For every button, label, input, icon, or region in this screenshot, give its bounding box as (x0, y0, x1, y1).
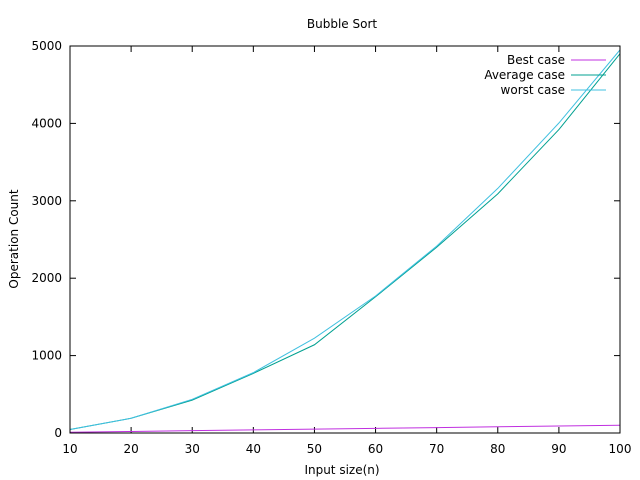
y-tick-label: 4000 (31, 116, 62, 130)
y-tick-label: 3000 (31, 194, 62, 208)
series-lines (69, 49, 621, 433)
chart-title: Bubble Sort (307, 17, 377, 31)
x-tick-label: 60 (368, 442, 383, 456)
x-tick-label: 30 (185, 442, 200, 456)
x-tick-label: 90 (551, 442, 566, 456)
x-tick-label: 50 (307, 442, 322, 456)
x-tick-label: 40 (246, 442, 261, 456)
plot-area-border (69, 45, 621, 434)
x-tick-label: 10 (62, 442, 77, 456)
legend-label: Best case (507, 53, 565, 67)
x-tick-label: 80 (490, 442, 505, 456)
x-axis-label: Input size(n) (304, 463, 379, 477)
series-line-2 (69, 49, 621, 431)
x-tick-label: 100 (609, 442, 632, 456)
series-line-1 (69, 53, 621, 431)
y-tick-label: 1000 (31, 349, 62, 363)
x-tick-label: 70 (429, 442, 444, 456)
y-tick-label: 0 (54, 426, 62, 440)
series-line-0 (69, 424, 621, 433)
axis-ticks: 10 20 30 40 50 60 70 80 90 1000100020003000400050… (31, 39, 631, 456)
x-tick-label: 20 (123, 442, 138, 456)
y-tick-label: 5000 (31, 39, 62, 53)
legend-label: worst case (501, 83, 565, 97)
y-tick-label: 2000 (31, 271, 62, 285)
y-axis-label: Operation Count (7, 189, 21, 288)
legend-label: Average case (484, 68, 565, 82)
